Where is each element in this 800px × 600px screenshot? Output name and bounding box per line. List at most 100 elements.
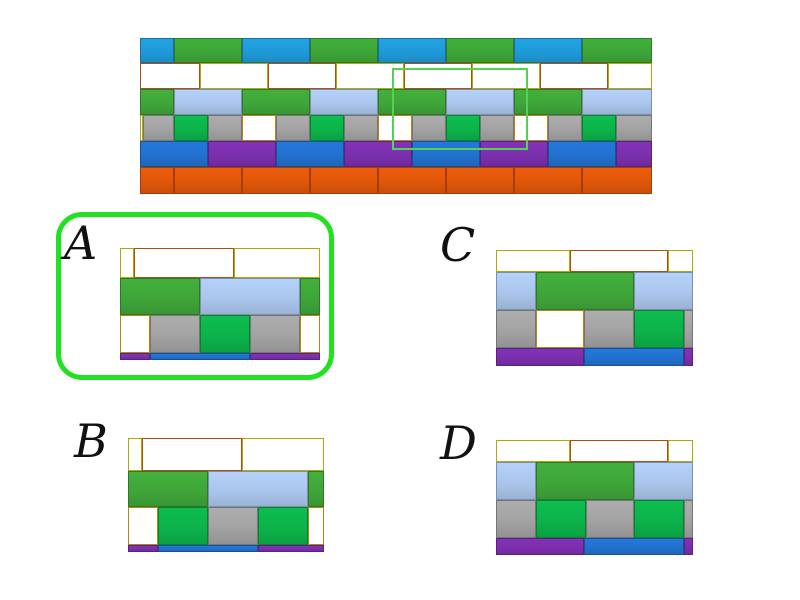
option-b-brick-r2-b3	[258, 507, 308, 545]
option-c-brick-r3-b1	[584, 348, 684, 366]
option-c-brick-r3-b2	[684, 348, 693, 366]
wall-brick-r3-b8	[378, 115, 412, 141]
option-b-brick-r2-b4	[308, 507, 324, 545]
option-a-brick-r2-b1	[150, 315, 200, 353]
option-b-brick-r2-b0	[128, 507, 158, 545]
option-c-brick-r0-b0	[496, 250, 570, 272]
option-d-brick-r1-b0	[496, 462, 536, 500]
option-a-brick-r1-b2	[300, 278, 320, 315]
wall-brick-r2-b5	[446, 89, 514, 115]
option-d-brick-r2-b0	[496, 500, 536, 538]
wall-brick-r0-b7	[582, 38, 652, 63]
wall-brick-r4-b3	[344, 141, 412, 167]
wall-brick-r4-b7	[616, 141, 652, 167]
wall-brick-r5-b2	[242, 167, 310, 194]
wall-brick-r1-b0	[140, 63, 200, 89]
wall-brick-r3-b4	[242, 115, 276, 141]
wall-brick-r5-b5	[446, 167, 514, 194]
wall-brick-r1-b4	[404, 63, 472, 89]
wall-brick-r3-b7	[344, 115, 378, 141]
option-b-brick-r3-b0	[128, 545, 158, 552]
option-d-brick-r0-b2	[668, 440, 693, 462]
option-d-brick-r1-b1	[536, 462, 634, 500]
wall-brick-r2-b7	[582, 89, 652, 115]
wall-brick-r1-b6	[540, 63, 608, 89]
wall-brick-r0-b6	[514, 38, 582, 63]
wall-brick-r3-b0	[140, 115, 143, 141]
option-b-brick-r3-b2	[258, 545, 324, 552]
wall-brick-r3-b5	[276, 115, 310, 141]
option-d-brick-r0-b0	[496, 440, 570, 462]
option-d-brick-r3-b1	[584, 538, 684, 555]
wall-brick-r0-b5	[446, 38, 514, 63]
wall-brick-r0-b0	[140, 38, 174, 63]
option-c-brick-r1-b0	[496, 272, 536, 310]
option-a-brick-r1-b1	[200, 278, 300, 315]
option-a-brick-r0-b2	[234, 248, 320, 278]
wall-brick-r4-b5	[480, 141, 548, 167]
wall-brick-r2-b1	[174, 89, 242, 115]
option-a-letter: A	[64, 216, 98, 270]
option-b-brick-r1-b2	[308, 471, 324, 507]
wall-brick-r5-b4	[378, 167, 446, 194]
option-b-piece[interactable]	[128, 438, 324, 552]
option-a-piece[interactable]	[120, 248, 320, 360]
wall-brick-r1-b3	[336, 63, 404, 89]
option-a-brick-r1-b0	[120, 278, 200, 315]
brick-wall-image	[140, 38, 652, 194]
wall-brick-r3-b15	[616, 115, 652, 141]
wall-brick-r5-b6	[514, 167, 582, 194]
wall-brick-r4-b2	[276, 141, 344, 167]
wall-brick-r2-b4	[378, 89, 446, 115]
wall-brick-r3-b6	[310, 115, 344, 141]
option-c-piece[interactable]	[496, 250, 693, 366]
option-d-brick-r1-b2	[634, 462, 693, 500]
option-d-brick-r3-b0	[496, 538, 584, 555]
option-a-brick-r2-b4	[300, 315, 320, 353]
wall-brick-r3-b9	[412, 115, 446, 141]
option-b-brick-r3-b1	[158, 545, 258, 552]
option-a-brick-r0-b1	[134, 248, 234, 278]
option-a-brick-r2-b3	[250, 315, 300, 353]
wall-brick-r5-b0	[140, 167, 174, 194]
option-b-brick-r0-b0	[128, 438, 142, 471]
option-c-brick-r2-b2	[584, 310, 634, 348]
wall-brick-r3-b13	[548, 115, 582, 141]
option-b-brick-r2-b1	[158, 507, 208, 545]
option-d-piece[interactable]	[496, 440, 693, 555]
wall-brick-r5-b3	[310, 167, 378, 194]
option-b-brick-r0-b2	[242, 438, 324, 471]
wall-brick-r5-b1	[174, 167, 242, 194]
wall-brick-r4-b0	[140, 141, 208, 167]
wall-brick-r2-b3	[310, 89, 378, 115]
wall-brick-r1-b2	[268, 63, 336, 89]
wall-brick-r3-b12	[514, 115, 548, 141]
option-c-brick-r3-b0	[496, 348, 584, 366]
option-b-brick-r0-b1	[142, 438, 242, 471]
option-b-brick-r1-b1	[208, 471, 308, 507]
wall-brick-r0-b2	[242, 38, 310, 63]
option-c-letter: C	[440, 218, 476, 272]
option-d-letter: D	[440, 416, 477, 470]
wall-brick-r4-b1	[208, 141, 276, 167]
wall-brick-r3-b1	[143, 115, 174, 141]
wall-brick-r3-b11	[480, 115, 514, 141]
wall-brick-r1-b5	[472, 63, 540, 89]
option-c-brick-r1-b1	[536, 272, 634, 310]
option-a-brick-r3-b1	[150, 353, 250, 360]
option-a-brick-r3-b2	[250, 353, 320, 360]
option-d-brick-r2-b3	[634, 500, 684, 538]
wall-brick-r0-b1	[174, 38, 242, 63]
wall-brick-r3-b2	[174, 115, 208, 141]
option-c-brick-r2-b0	[496, 310, 536, 348]
wall-brick-r4-b4	[412, 141, 480, 167]
option-c-brick-r1-b2	[634, 272, 693, 310]
wall-brick-r1-b1	[200, 63, 268, 89]
selected-answer-ring	[56, 212, 334, 380]
option-c-brick-r2-b1	[536, 310, 584, 348]
option-a-brick-r0-b0	[120, 248, 134, 278]
wall-brick-r2-b0	[140, 89, 174, 115]
wall-brick-r3-b10	[446, 115, 480, 141]
option-b-brick-r2-b2	[208, 507, 258, 545]
